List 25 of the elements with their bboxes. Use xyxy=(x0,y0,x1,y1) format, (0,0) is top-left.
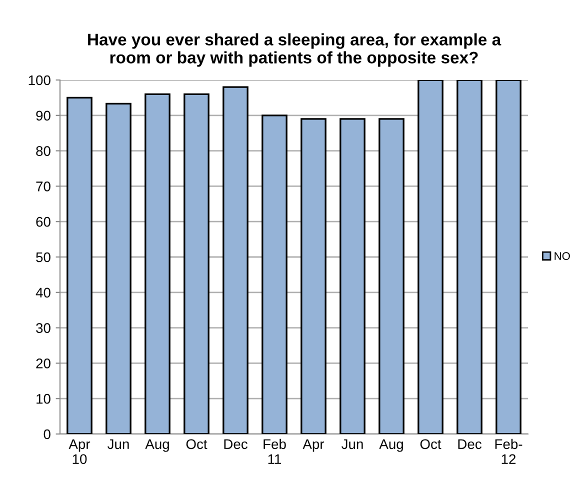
y-tick-label: 50 xyxy=(36,252,50,262)
y-tick-label: 70 xyxy=(36,182,50,192)
x-tick-label: Apr 10 xyxy=(68,439,90,464)
x-tick-label: Apr xyxy=(302,439,324,452)
x-tick-label: Jun xyxy=(342,439,363,450)
x-tick-label: Oct xyxy=(186,439,208,450)
legend-label: NO xyxy=(554,252,570,260)
y-tick-label: 60 xyxy=(36,216,50,227)
x-tick-label: Oct xyxy=(420,439,442,450)
x-tick-label: Aug xyxy=(145,439,169,452)
y-tick-label: 30 xyxy=(36,323,50,333)
x-tick-label: Dec xyxy=(458,439,482,450)
x-tick-label: Aug xyxy=(379,439,403,452)
y-tick-label: 40 xyxy=(36,288,50,298)
x-tick-label: Dec xyxy=(224,439,248,450)
x-tick-label: Feb- 12 xyxy=(495,438,522,464)
y-tick-label: 20 xyxy=(36,358,50,368)
y-tick-label: 90 xyxy=(36,110,50,121)
x-tick-label: Feb 11 xyxy=(264,438,286,464)
x-tick-label: Jun xyxy=(108,439,129,450)
chart-title: Have you ever shared a sleeping area, for example a room or bay with patients of the opposite sex? xyxy=(88,33,502,67)
y-tick-label: 80 xyxy=(36,146,50,156)
y-tick-label: 10 xyxy=(36,394,50,404)
y-tick-label: 0 xyxy=(44,429,50,440)
y-tick-label: 100 xyxy=(28,75,50,86)
